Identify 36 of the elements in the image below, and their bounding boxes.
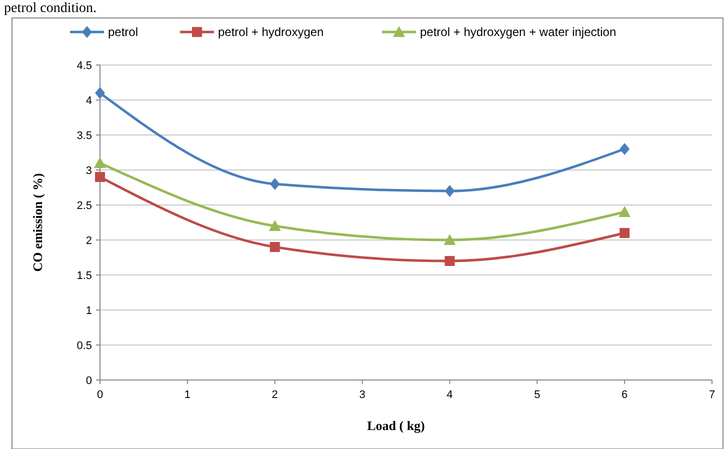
x-axis-title: Load ( kg): [367, 418, 425, 433]
point: [620, 228, 630, 238]
x-tick-label: 7: [708, 389, 716, 401]
x-tick-label: 6: [622, 389, 628, 401]
point: [94, 157, 106, 168]
point: [270, 178, 280, 190]
y-tick-label: 3: [86, 164, 92, 177]
x-tick-label: 1: [184, 389, 190, 401]
legend-label: petrol + hydroxygen + water injection: [420, 25, 616, 40]
point: [270, 242, 280, 252]
y-tick-label: 1.5: [76, 270, 92, 282]
y-tick-label: 2: [86, 234, 92, 247]
y-tick-label: 4: [86, 94, 92, 107]
point: [268, 220, 281, 231]
x-tick-label: 3: [359, 389, 366, 401]
point: [95, 87, 105, 99]
legend-label: petrol + hydroxygen: [218, 25, 324, 40]
point: [620, 143, 630, 155]
y-tick-label: 0.5: [76, 340, 92, 352]
y-tick-label: 4.5: [76, 60, 92, 72]
x-tick-label: 5: [534, 389, 540, 401]
y-axis-title: CO emission ( %): [30, 173, 45, 272]
legend-label: petrol: [108, 25, 138, 40]
text: petrol condition.: [4, 1, 97, 16]
point: [618, 206, 631, 217]
y-tick-label: 2.5: [76, 200, 92, 212]
point: [444, 234, 456, 245]
point: [444, 185, 455, 197]
y-tick-label: 0: [86, 374, 92, 387]
point: [444, 256, 455, 266]
x-tick-label: 4: [446, 389, 453, 401]
y-tick-label: 3.5: [76, 130, 92, 142]
y-tick-label: 1: [86, 304, 92, 317]
x-tick-label: 0: [96, 389, 104, 401]
x-tick-label: 2: [272, 389, 278, 401]
point: [95, 172, 105, 182]
